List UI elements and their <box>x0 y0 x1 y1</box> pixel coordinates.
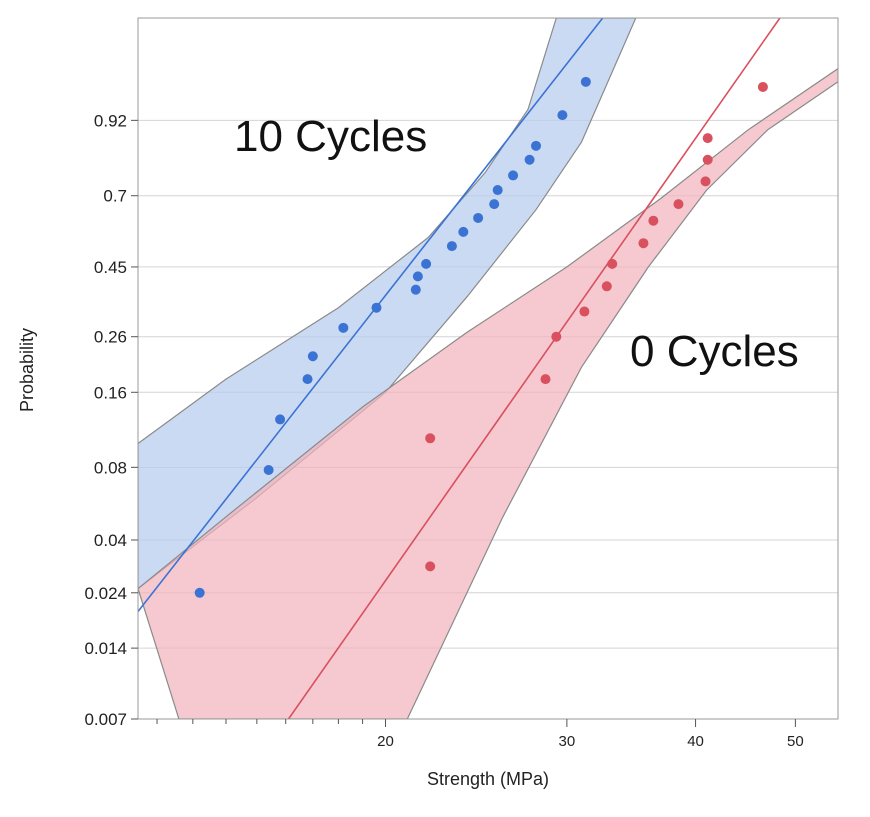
data-point-10-cycles[interactable] <box>263 465 274 476</box>
data-point-0-cycles[interactable] <box>607 258 618 269</box>
x-axis-title: Strength (MPa) <box>427 769 549 789</box>
data-point-10-cycles[interactable] <box>307 351 318 362</box>
data-point-10-cycles[interactable] <box>580 76 591 87</box>
y-tick-label: 0.024 <box>84 584 127 603</box>
data-point-10-cycles[interactable] <box>473 212 484 223</box>
confidence-band-0-cycles <box>138 67 838 719</box>
y-tick-label: 0.08 <box>94 458 127 477</box>
data-point-10-cycles[interactable] <box>410 284 421 295</box>
y-tick-label: 0.007 <box>84 710 127 729</box>
y-tick-label: 0.26 <box>94 328 127 347</box>
x-tick-label: 20 <box>377 733 394 750</box>
data-point-0-cycles[interactable] <box>425 561 436 572</box>
x-tick-label: 40 <box>687 733 704 750</box>
data-point-0-cycles[interactable] <box>551 331 562 342</box>
annotation-10-cycles: 10 Cycles <box>234 112 427 161</box>
data-point-0-cycles[interactable] <box>757 81 768 92</box>
y-axis-title: Probability <box>17 328 37 412</box>
y-tick-label: 0.014 <box>84 639 127 658</box>
data-point-0-cycles[interactable] <box>648 215 659 226</box>
x-tick-label: 50 <box>787 733 804 750</box>
data-point-0-cycles[interactable] <box>702 154 713 165</box>
data-point-0-cycles[interactable] <box>700 176 711 187</box>
plot-border <box>137 17 839 720</box>
data-point-0-cycles[interactable] <box>601 281 612 292</box>
data-point-10-cycles[interactable] <box>275 414 286 425</box>
data-point-10-cycles[interactable] <box>412 271 423 282</box>
data-point-0-cycles[interactable] <box>540 374 551 385</box>
data-point-0-cycles[interactable] <box>638 238 649 249</box>
data-point-10-cycles[interactable] <box>492 185 503 196</box>
data-point-10-cycles[interactable] <box>302 374 313 385</box>
data-point-0-cycles[interactable] <box>425 433 436 444</box>
fit-line-0-cycles <box>287 18 781 719</box>
data-point-10-cycles[interactable] <box>524 154 535 165</box>
data-point-10-cycles[interactable] <box>458 226 469 237</box>
data-point-10-cycles[interactable] <box>371 302 382 313</box>
data-point-0-cycles[interactable] <box>579 306 590 317</box>
data-point-10-cycles[interactable] <box>338 322 349 333</box>
y-tick-label: 0.04 <box>94 531 127 550</box>
x-axis-ticks: 20 30 40 50 <box>156 719 804 750</box>
plot-frame <box>137 17 839 720</box>
y-axis-ticks: 0.007 0.014 0.024 0.04 0.08 0.16 0.26 0.45 0.7 0.… <box>84 111 138 729</box>
data-point-10-cycles[interactable] <box>446 241 457 252</box>
data-point-10-cycles[interactable] <box>508 170 519 181</box>
y-tick-label: 0.16 <box>94 383 127 402</box>
annotation-0-cycles: 0 Cycles <box>630 327 799 376</box>
data-point-10-cycles[interactable] <box>557 110 568 121</box>
data-points <box>194 76 768 598</box>
y-tick-label: 0.45 <box>94 258 127 277</box>
data-point-10-cycles[interactable] <box>194 587 205 598</box>
data-point-0-cycles[interactable] <box>673 199 684 210</box>
y-tick-label: 0.92 <box>94 111 127 130</box>
x-tick-label: 30 <box>559 733 576 750</box>
fit-lines <box>138 18 781 719</box>
data-point-10-cycles[interactable] <box>421 258 432 269</box>
confidence-bands <box>138 18 838 719</box>
data-point-0-cycles[interactable] <box>702 133 713 144</box>
data-point-10-cycles[interactable] <box>531 140 542 151</box>
data-point-10-cycles[interactable] <box>489 199 500 210</box>
fit-line-10-cycles <box>138 18 604 613</box>
y-tick-label: 0.7 <box>103 187 127 206</box>
